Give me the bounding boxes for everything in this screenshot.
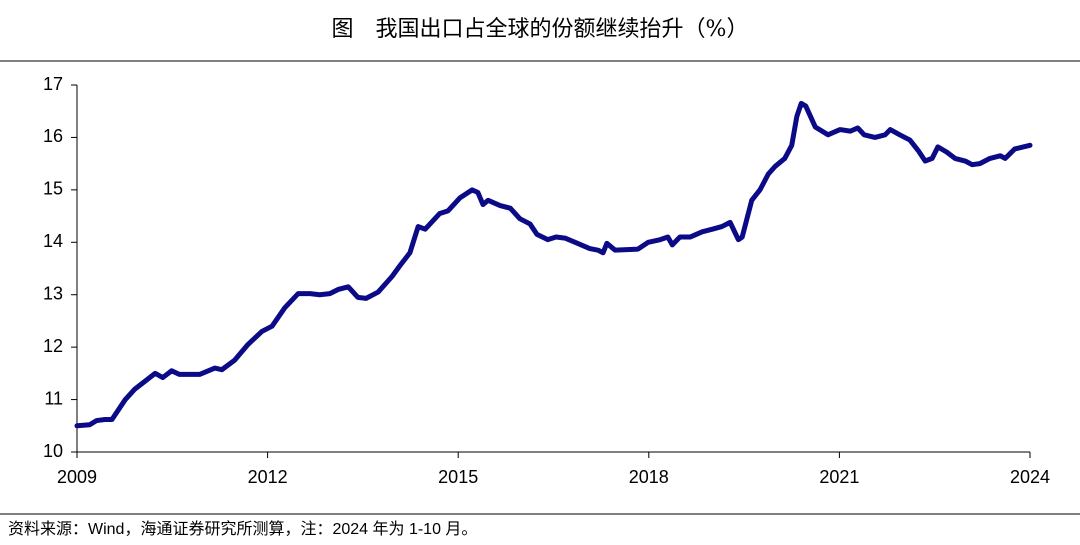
- y-tick-label: 12: [43, 336, 63, 356]
- x-tick-label: 2018: [629, 467, 669, 487]
- x-tick-label: 2021: [819, 467, 859, 487]
- x-tick-label: 2015: [438, 467, 478, 487]
- x-tick-label: 2012: [248, 467, 288, 487]
- y-tick-label: 15: [43, 179, 63, 199]
- source-note: 资料来源：Wind，海通证券研究所测算，注：2024 年为 1-10 月。: [8, 519, 477, 538]
- y-tick-label: 10: [43, 441, 63, 461]
- x-tick-label: 2009: [57, 467, 97, 487]
- y-tick-label: 11: [44, 388, 63, 408]
- x-tick-label: 2024: [1010, 467, 1050, 487]
- chart-title: 图 我国出口占全球的份额继续抬升（%）: [332, 17, 749, 42]
- y-tick-label: 17: [43, 74, 63, 94]
- data-line: [74, 100, 1033, 429]
- y-tick-label: 16: [43, 126, 63, 146]
- y-tick-label: 13: [43, 283, 63, 303]
- y-tick-label: 14: [43, 231, 63, 251]
